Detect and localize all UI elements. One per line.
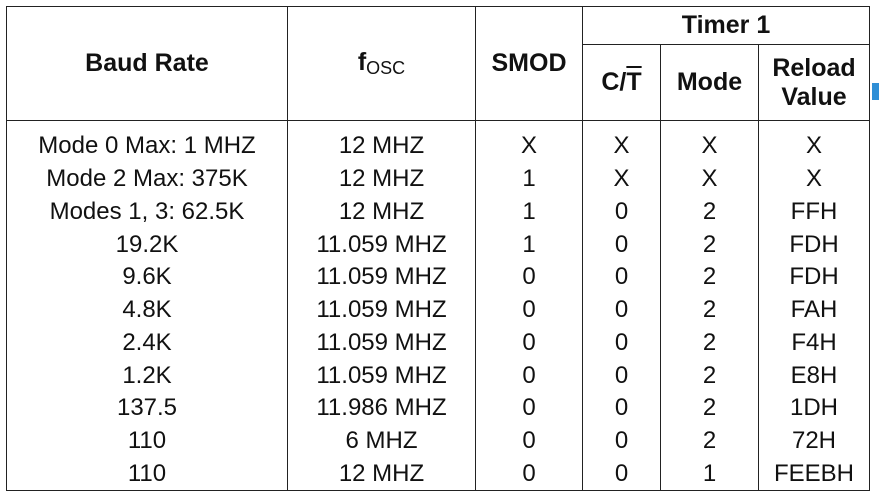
- cell-fosc: 12 MHZ: [287, 195, 476, 228]
- cell-baud-rate: Mode 2 Max: 375K: [6, 162, 288, 196]
- header-ct-c: C/: [601, 68, 627, 96]
- cell-baud-rate: Mode 0 Max: 1 MHZ: [6, 120, 288, 163]
- cell-fosc: 12 MHZ: [287, 457, 476, 492]
- cell-mode: 1: [660, 457, 759, 492]
- cell-mode: 2: [660, 227, 759, 261]
- cell-ct: 0: [582, 227, 661, 261]
- cell-ct: X: [582, 120, 661, 163]
- cell-baud-rate: 4.8K: [6, 293, 288, 327]
- header-ct: C/T: [582, 44, 661, 121]
- cell-fosc: 11.059 MHZ: [287, 293, 476, 327]
- cell-mode: 2: [660, 424, 759, 458]
- cell-ct: 0: [582, 260, 661, 294]
- header-mode: Mode: [660, 44, 759, 121]
- table-row: Mode 2 Max: 375K 12 MHZ 1 X X X: [6, 162, 870, 196]
- cell-ct: 0: [582, 358, 661, 392]
- header-fosc-f: f: [357, 48, 367, 76]
- cell-reload-value: 1DH: [758, 391, 870, 425]
- cell-mode: 2: [660, 195, 759, 228]
- table-header: Baud Rate fOSC SMOD Timer 1 C/T Mode Rel…: [6, 6, 870, 121]
- cell-ct: 0: [582, 195, 661, 228]
- cell-smod: 0: [475, 293, 583, 327]
- table-row: 110 6 MHZ 0 0 2 72H: [6, 424, 870, 458]
- cell-baud-rate: 137.5: [6, 391, 288, 425]
- table-row: 110 12 MHZ 0 0 1 FEEBH: [6, 457, 870, 492]
- table-row: 4.8K 11.059 MHZ 0 0 2 FAH: [6, 293, 870, 327]
- table-row: 1.2K 11.059 MHZ 0 0 2 E8H: [6, 358, 870, 392]
- cell-mode: 2: [660, 260, 759, 294]
- cell-fosc: 11.059 MHZ: [287, 358, 476, 392]
- cell-ct: X: [582, 162, 661, 196]
- cell-fosc: 12 MHZ: [287, 120, 476, 163]
- cell-smod: 0: [475, 424, 583, 458]
- table-row: 19.2K 11.059 MHZ 1 0 2 FDH: [6, 227, 870, 261]
- table-row: 137.5 11.986 MHZ 0 0 2 1DH: [6, 391, 870, 425]
- cell-reload-value: X: [758, 120, 870, 163]
- cell-fosc: 6 MHZ: [287, 424, 476, 458]
- cell-mode: 2: [660, 391, 759, 425]
- baud-rate-table: Baud Rate fOSC SMOD Timer 1 C/T Mode Rel…: [6, 6, 870, 492]
- cell-mode: 2: [660, 358, 759, 392]
- cell-reload-value: E8H: [758, 358, 870, 392]
- cell-smod: 0: [475, 358, 583, 392]
- edge-marker: [872, 83, 879, 100]
- cell-reload-value: FFH: [758, 195, 870, 228]
- cell-mode: X: [660, 120, 759, 163]
- cell-fosc: 11.059 MHZ: [287, 326, 476, 359]
- cell-smod: 0: [475, 260, 583, 294]
- cell-smod: 1: [475, 162, 583, 196]
- table-body: Mode 0 Max: 1 MHZ 12 MHZ X X X X Mode 2 Max: 3…: [6, 120, 870, 492]
- cell-baud-rate: 1.2K: [6, 358, 288, 392]
- table-row: Mode 0 Max: 1 MHZ 12 MHZ X X X X: [6, 120, 870, 163]
- cell-mode: 2: [660, 293, 759, 327]
- cell-ct: 0: [582, 391, 661, 425]
- cell-reload-value: F4H: [758, 326, 870, 359]
- cell-baud-rate: 2.4K: [6, 326, 288, 359]
- cell-baud-rate: 110: [6, 457, 288, 492]
- cell-ct: 0: [582, 457, 661, 492]
- cell-reload-value: FAH: [758, 293, 870, 327]
- cell-smod: 0: [475, 457, 583, 492]
- header-baud-rate: Baud Rate: [6, 6, 288, 121]
- cell-fosc: 11.059 MHZ: [287, 227, 476, 261]
- cell-baud-rate: 9.6K: [6, 260, 288, 294]
- cell-smod: 0: [475, 326, 583, 359]
- cell-baud-rate: 110: [6, 424, 288, 458]
- table-row: 9.6K 11.059 MHZ 0 0 2 FDH: [6, 260, 870, 294]
- cell-ct: 0: [582, 424, 661, 458]
- cell-baud-rate: 19.2K: [6, 227, 288, 261]
- cell-mode: 2: [660, 326, 759, 359]
- header-reload-line1: Reload: [772, 53, 856, 82]
- cell-smod: 0: [475, 391, 583, 425]
- header-reload-value: Reload Value: [758, 44, 870, 121]
- cell-reload-value: X: [758, 162, 870, 196]
- cell-smod: 1: [475, 195, 583, 228]
- cell-reload-value: FDH: [758, 227, 870, 261]
- cell-baud-rate: Modes 1, 3: 62.5K: [6, 195, 288, 228]
- header-fosc-sub: OSC: [366, 58, 406, 78]
- cell-mode: X: [660, 162, 759, 196]
- cell-fosc: 12 MHZ: [287, 162, 476, 196]
- header-timer-1: Timer 1: [582, 6, 870, 45]
- cell-ct: 0: [582, 293, 661, 327]
- cell-reload-value: FEEBH: [758, 457, 870, 492]
- cell-smod: 1: [475, 227, 583, 261]
- cell-fosc: 11.986 MHZ: [287, 391, 476, 425]
- header-smod: SMOD: [475, 6, 583, 121]
- header-reload-line2: Value: [781, 82, 847, 111]
- cell-reload-value: FDH: [758, 260, 870, 294]
- header-ct-t: T: [626, 68, 642, 96]
- cell-fosc: 11.059 MHZ: [287, 260, 476, 294]
- table-row: Modes 1, 3: 62.5K 12 MHZ 1 0 2 FFH: [6, 195, 870, 228]
- cell-ct: 0: [582, 326, 661, 359]
- cell-smod: X: [475, 120, 583, 163]
- cell-reload-value: 72H: [758, 424, 870, 458]
- table-row: 2.4K 11.059 MHZ 0 0 2 F4H: [6, 326, 870, 359]
- header-fosc: fOSC: [287, 6, 476, 121]
